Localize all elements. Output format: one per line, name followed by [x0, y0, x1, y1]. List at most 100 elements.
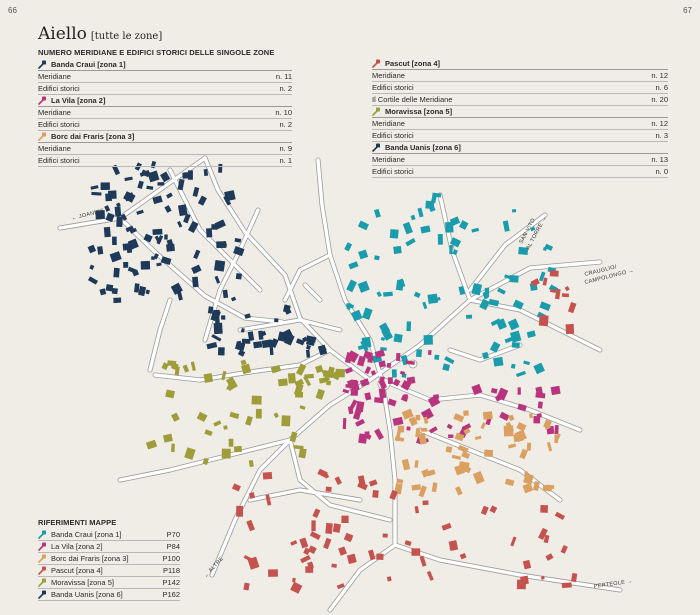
- building-zone3: [451, 454, 462, 460]
- building-zone5: [213, 420, 222, 427]
- zone-marker-icon: [38, 566, 47, 575]
- building-zone4: [404, 540, 412, 546]
- reference-label: Banda Uanis [zona 6]: [51, 590, 123, 599]
- building-zone1: [137, 180, 144, 189]
- building-zone4: [325, 486, 332, 492]
- building-zone1: [123, 261, 129, 268]
- building-zone5: [281, 415, 291, 427]
- building-zone6: [348, 261, 359, 270]
- building-zone1: [166, 239, 173, 246]
- building-zone4: [357, 481, 368, 491]
- building-zone1: [193, 249, 201, 260]
- building-zone5: [223, 425, 228, 430]
- count-label: Edifici storici: [38, 84, 80, 93]
- building-zone4: [303, 547, 311, 556]
- building-zone6: [393, 333, 403, 343]
- building-zone3: [423, 416, 429, 424]
- building-zone6: [374, 255, 380, 261]
- building-zone3: [415, 427, 421, 438]
- building-zone5: [163, 433, 173, 443]
- count-label: Meridiane: [38, 108, 71, 117]
- building-zone2: [378, 360, 386, 368]
- building-zone6: [542, 247, 547, 251]
- road: [316, 158, 384, 382]
- building-zone6: [405, 238, 416, 247]
- building-zone6: [410, 214, 416, 221]
- zone-marker-icon: [372, 59, 381, 68]
- building-zone1: [129, 227, 138, 234]
- building-zone4: [262, 471, 273, 480]
- building-zone6: [510, 363, 516, 369]
- building-zone2: [364, 392, 372, 401]
- building-zone3: [415, 414, 421, 421]
- building-zone4: [554, 511, 565, 521]
- building-zone6: [346, 302, 352, 311]
- reference-page: P142: [162, 578, 180, 587]
- building-zone5: [293, 445, 304, 450]
- building-zone4: [247, 556, 260, 570]
- building-zone6: [526, 330, 536, 338]
- building-zone6: [391, 369, 397, 378]
- building-zone6: [512, 209, 517, 213]
- building-zone5: [202, 457, 209, 466]
- building-zone1: [274, 318, 279, 323]
- building-zone3: [421, 468, 431, 478]
- building-zone1: [107, 190, 117, 200]
- building-zone1: [206, 342, 218, 350]
- building-zone1: [192, 186, 200, 197]
- building-zone4: [414, 505, 420, 514]
- building-zone1: [90, 185, 99, 190]
- building-zone1: [152, 228, 163, 236]
- building-zone6: [373, 208, 381, 218]
- building-zone1: [134, 283, 140, 293]
- road: [393, 543, 622, 592]
- building-zone4: [426, 570, 434, 581]
- references-legend: RIFERIMENTI MAPPE Banda Craui [zona 1] P7…: [38, 518, 180, 601]
- building-zone5: [171, 412, 180, 422]
- building-zone2: [554, 425, 559, 435]
- count-value: n. 9: [279, 144, 292, 153]
- road: [418, 428, 562, 502]
- building-zone4: [561, 293, 570, 298]
- count-row: Meridiane n. 10: [38, 107, 292, 119]
- building-zone6: [361, 336, 372, 349]
- building-zone5: [203, 373, 214, 383]
- count-label: Meridiane: [372, 155, 405, 164]
- building-zone3: [529, 413, 534, 419]
- count-row: Meridiane n. 13: [372, 154, 668, 166]
- building-zone1: [214, 316, 220, 325]
- building-zone2: [427, 395, 441, 408]
- building-zone2: [370, 370, 377, 376]
- building-zone2: [347, 406, 354, 415]
- building-zone3: [507, 443, 517, 449]
- building-zone1: [112, 236, 117, 246]
- building-zone6: [482, 351, 490, 360]
- reference-page: P162: [162, 590, 180, 599]
- building-zone6: [452, 249, 458, 256]
- count-value: n. 1: [279, 156, 292, 165]
- building-zone2: [374, 349, 386, 359]
- building-zone5: [326, 366, 335, 379]
- building-zone1: [109, 251, 122, 263]
- building-zone2: [537, 401, 543, 409]
- building-zone6: [490, 318, 501, 327]
- road: [328, 543, 397, 612]
- building-zone1: [221, 315, 226, 320]
- building-zone3: [454, 432, 465, 442]
- building-zone6: [402, 221, 413, 235]
- building-zone1: [306, 338, 316, 346]
- building-zone4: [231, 483, 241, 492]
- building-zone6: [406, 321, 412, 332]
- building-zone1: [216, 241, 227, 249]
- building-zone4: [336, 583, 345, 590]
- count-row: Edifici storici n. 1: [38, 155, 292, 167]
- building-zone3: [463, 410, 469, 416]
- building-zone6: [437, 233, 443, 245]
- reference-page: P70: [166, 530, 180, 539]
- zone-name: Pascut [zona 4]: [385, 59, 441, 68]
- building-zone1: [305, 344, 311, 350]
- building-zone1: [197, 195, 207, 206]
- road: [380, 378, 397, 547]
- count-value: n. 20: [651, 95, 668, 104]
- building-zone3: [414, 460, 419, 468]
